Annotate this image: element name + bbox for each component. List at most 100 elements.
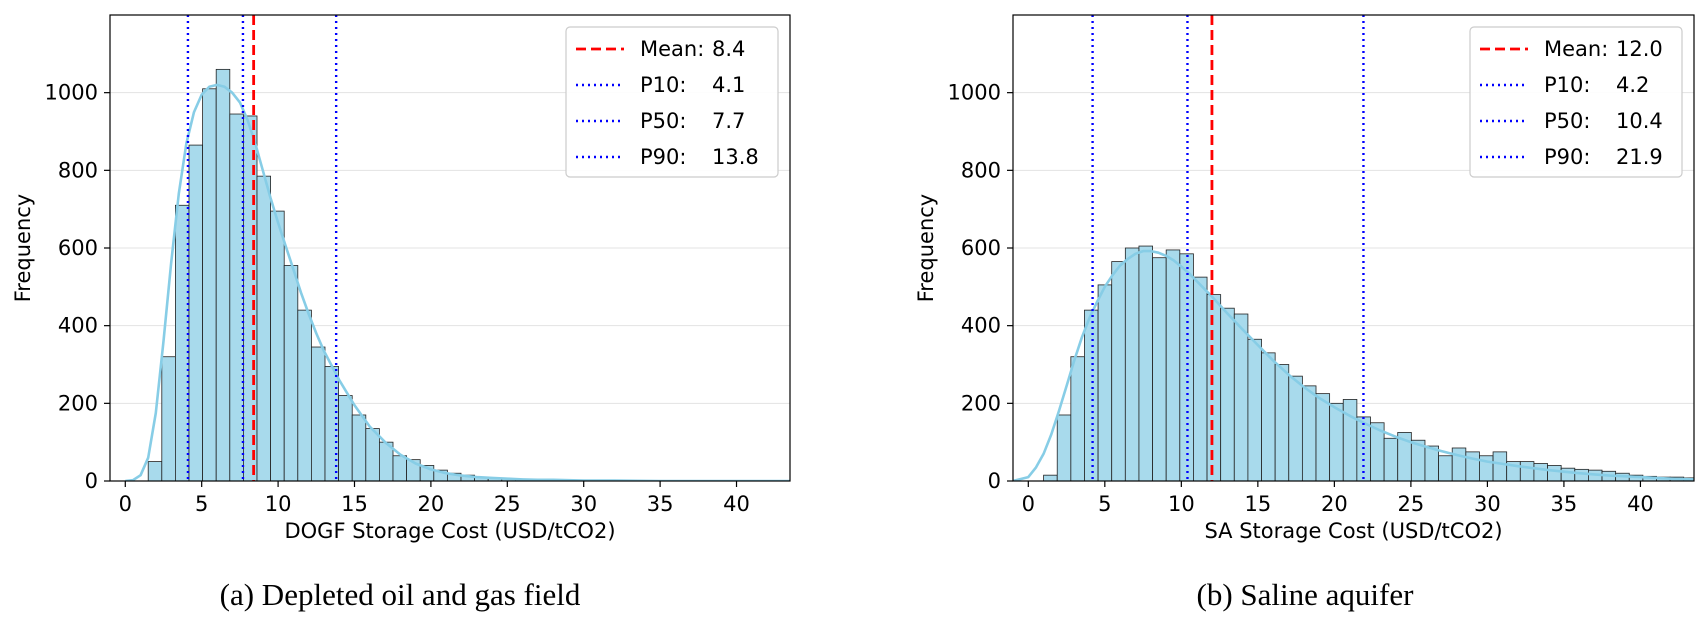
y-tick-label: 200: [58, 391, 98, 415]
histogram-bar: [1193, 276, 1208, 481]
histogram-bar: [1342, 399, 1358, 481]
legend-value: 13.8: [712, 145, 759, 169]
legend-label: P10:: [640, 73, 686, 97]
y-tick-label: 0: [85, 469, 98, 493]
histogram-bar: [215, 68, 231, 481]
histogram-bar: [283, 265, 299, 481]
histogram-bar: [1124, 247, 1140, 481]
histogram-bar: [311, 346, 326, 481]
x-tick-label: 35: [1551, 492, 1578, 516]
x-tick-label: 0: [119, 492, 132, 516]
x-tick-label: 15: [1244, 492, 1271, 516]
y-tick-label: 600: [58, 236, 98, 260]
x-axis-label: DOGF Storage Cost (USD/tCO2): [284, 519, 615, 543]
histogram-bars: [147, 68, 666, 481]
x-tick-label: 0: [1022, 492, 1035, 516]
kde-curve: [1013, 249, 1694, 481]
histogram-bars: [1043, 245, 1704, 481]
histogram-bar: [1056, 414, 1072, 481]
legend-value: 4.2: [1616, 73, 1649, 97]
histogram-bar: [1424, 445, 1439, 481]
histogram-bar: [1247, 338, 1262, 481]
histogram-bar: [1206, 294, 1222, 481]
legend-value: 12.0: [1616, 37, 1663, 61]
y-tick-label: 0: [988, 469, 1001, 493]
histogram-bar: [1383, 437, 1399, 481]
legend-label: P10:: [1544, 73, 1590, 97]
histogram-bar: [297, 309, 312, 481]
y-axis-label: Frequency: [11, 194, 35, 303]
x-tick-label: 25: [1398, 492, 1425, 516]
histogram-bar: [1261, 352, 1276, 481]
y-tick-label: 200: [961, 391, 1001, 415]
histogram-bar: [1315, 393, 1331, 481]
legend: Mean: 8.4 P10: 4.1 P50: 7.7 P90: 13.8: [565, 26, 779, 178]
histogram-bar: [1070, 356, 1085, 481]
histogram-bar: [1138, 245, 1153, 481]
y-axis-label: Frequency: [914, 194, 938, 303]
histogram-bar: [1547, 465, 1562, 481]
legend-label: Mean:: [640, 37, 704, 61]
legend-value: 4.1: [712, 73, 745, 97]
histogram-bar: [1697, 479, 1704, 481]
kde-curve: [125, 83, 790, 481]
legend-value: 21.9: [1616, 145, 1663, 169]
histogram-bar: [1274, 364, 1290, 481]
histogram-bar: [1043, 474, 1058, 481]
histogram-bar: [1560, 467, 1576, 481]
histogram-bar: [1574, 468, 1589, 481]
histogram-bar: [229, 113, 244, 481]
legend-label: P90:: [1544, 145, 1590, 169]
legend-label: P50:: [1544, 109, 1590, 133]
x-axis-label: SA Storage Cost (USD/tCO2): [1204, 519, 1502, 543]
legend-value: 7.7: [712, 109, 745, 133]
x-tick-label: 40: [723, 492, 750, 516]
histogram-bar: [175, 204, 190, 481]
y-tick-label: 600: [961, 236, 1001, 260]
histogram-bar: [1519, 461, 1535, 481]
legend-value: 10.4: [1616, 109, 1663, 133]
histogram-bar: [1111, 261, 1126, 481]
y-tick-label: 400: [961, 314, 1001, 338]
histogram-bar: [188, 144, 204, 481]
histogram-bar: [161, 356, 176, 481]
x-tick-label: 5: [195, 492, 208, 516]
legend: Mean: 12.0 P10: 4.2 P50: 10.4 P90: 21.9: [1469, 26, 1683, 178]
x-tick-label: 40: [1627, 492, 1654, 516]
x-tick-label: 5: [1098, 492, 1111, 516]
panel-caption: (a) Depleted oil and gas field: [220, 577, 581, 612]
legend-label: P90:: [640, 145, 686, 169]
x-tick-label: 10: [1168, 492, 1195, 516]
x-tick-label: 20: [418, 492, 445, 516]
histogram-bar: [270, 210, 285, 481]
legend-box: [1469, 26, 1683, 178]
y-tick-label: 800: [961, 158, 1001, 182]
histogram-bar: [392, 455, 408, 481]
histogram-bar: [256, 175, 272, 481]
legend-label: Mean:: [1544, 37, 1608, 61]
histogram-bar: [1438, 455, 1453, 481]
histogram-bar: [1084, 309, 1099, 481]
histogram-bar: [1152, 257, 1167, 481]
histogram-bar: [351, 414, 367, 481]
histogram-bar: [147, 461, 163, 481]
histogram-bar: [1165, 249, 1181, 481]
histogram-bar: [1233, 313, 1249, 481]
histogram-bar: [1533, 463, 1548, 481]
histogram-bar: [1097, 284, 1113, 481]
legend-box: [565, 26, 779, 178]
panel-caption: (b) Saline aquifer: [1197, 577, 1415, 612]
histogram-bar: [1492, 451, 1508, 481]
x-tick-label: 25: [494, 492, 521, 516]
x-tick-label: 20: [1321, 492, 1348, 516]
x-tick-label: 35: [647, 492, 674, 516]
histogram-bar: [1301, 385, 1317, 481]
y-tick-label: 1000: [948, 81, 1001, 105]
y-tick-label: 400: [58, 314, 98, 338]
histogram-bar: [1179, 253, 1194, 481]
histogram-bar: [1220, 307, 1235, 481]
legend-label: P50:: [640, 109, 686, 133]
x-tick-label: 15: [341, 492, 368, 516]
